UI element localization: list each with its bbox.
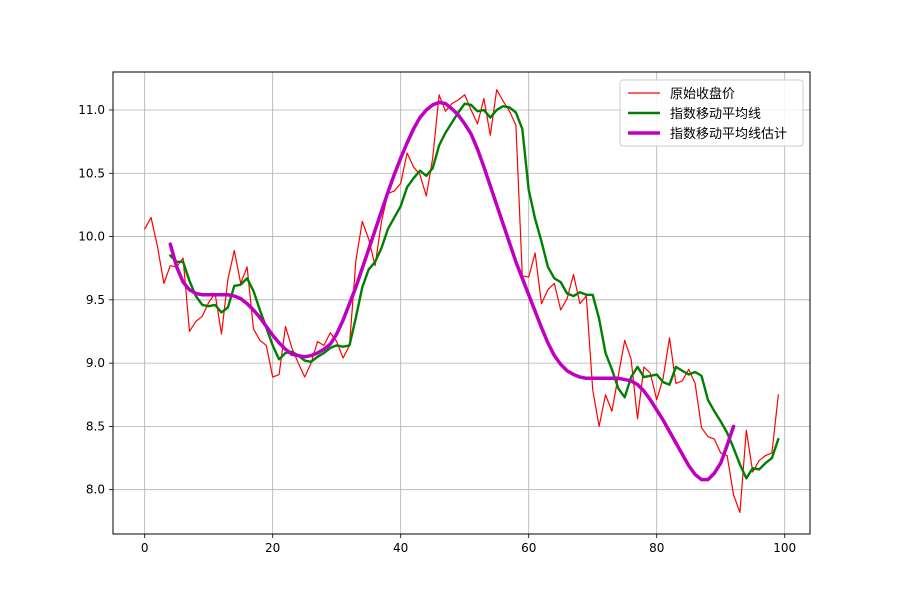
y-tick-label: 10.5 [78,166,105,180]
y-tick-label: 11.0 [78,103,105,117]
x-tick-label: 60 [521,541,536,555]
grid [113,72,810,534]
x-tick-label: 100 [773,541,796,555]
plot-frame [112,71,811,535]
series-line-3 [168,100,736,482]
x-tick-label: 40 [393,541,408,555]
legend-label-1: 原始收盘价 [670,86,735,102]
x-tick-label: 20 [265,541,280,555]
legend-box [619,79,804,147]
x-tick-label: 0 [141,541,149,555]
y-tick-label: 9.5 [86,293,105,307]
legend-label-3: 指数移动平均线估计 [670,127,787,142]
y-tick-label: 10.0 [78,230,105,244]
legend-label-2: 指数移动平均线 [670,107,761,122]
y-tick-label: 8.5 [86,419,105,433]
x-tick-label: 80 [649,541,664,555]
y-tick-label: 9.0 [86,356,105,370]
series-layer [144,89,780,514]
series-line-1 [144,89,779,514]
series-line-2 [169,102,780,480]
axis-ticks: 0 20 40 60 80 100 8.0 8.5 9.0 9.5 10.0 10.5 11.0 [78,103,796,555]
y-tick-label: 8.0 [86,483,105,497]
